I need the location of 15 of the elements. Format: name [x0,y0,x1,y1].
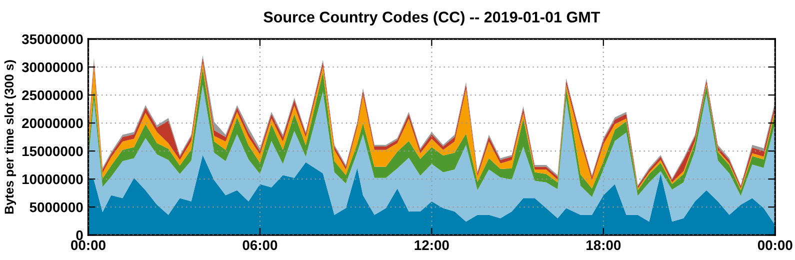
x-tick-label: 18:00 [586,240,621,250]
y-tick-label: 25000000 [22,90,83,100]
x-tick-label: 06:00 [242,240,278,250]
y-axis-title: Bytes per time slot (300 s) [4,60,16,214]
x-tick-label: 00:00 [758,240,792,250]
x-tick-label: 00:00 [71,240,106,250]
y-tick-label: 5000000 [30,202,83,212]
y-tick-label: 15000000 [22,146,83,156]
y-tick-label: 10000000 [22,174,83,184]
x-tick-label: 12:00 [414,240,449,250]
y-tick-label: 20000000 [22,118,83,128]
y-tick-label: 35000000 [22,34,83,44]
y-tick-label: 30000000 [22,62,83,72]
chart-title: Source Country Codes (CC) -- 2019-01-01 GMT [264,11,600,26]
y-tick-label: 0 [76,230,83,240]
